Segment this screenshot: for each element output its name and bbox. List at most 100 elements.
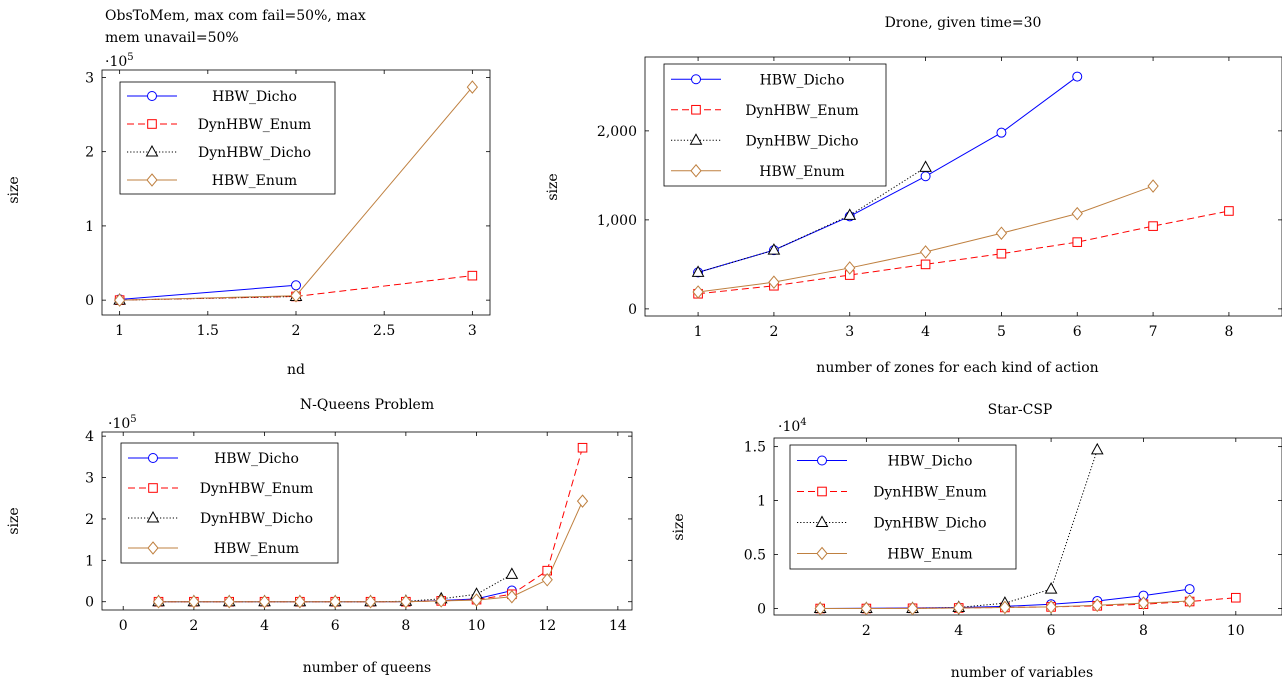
series-line (698, 185, 1154, 293)
x-tick-label: 8 (1224, 324, 1233, 340)
legend-label: DynHBW_Enum (200, 481, 314, 497)
y-tick-label: 1.5 (744, 440, 766, 456)
data-point (470, 593, 483, 607)
data-point (814, 601, 826, 616)
legend-marker (147, 541, 159, 555)
legend-label: HBW_Dicho (760, 72, 845, 88)
data-point (1183, 594, 1196, 608)
series-HBW_Enum (814, 594, 1196, 616)
legend-label: DynHBW_Enum (198, 117, 312, 133)
y-tick-label: 4 (85, 429, 94, 445)
data-point (258, 594, 271, 609)
data-point (541, 573, 553, 587)
y-tick-label: 2 (85, 145, 94, 161)
legend-label: HBW_Enum (887, 547, 972, 563)
data-point (152, 594, 165, 609)
y-axis-label: size (6, 507, 22, 534)
y-tick-label: 1 (757, 494, 766, 510)
chart-4: Star-CSP ·104 2 4 6 8 10 0 0.5 1 1.5 number of vari… (671, 402, 1282, 681)
x-tick-label: 7 (1149, 324, 1158, 340)
y-tick-label: 1,000 (597, 213, 637, 229)
x-axis-label: number of queens (303, 660, 432, 676)
legend-marker (148, 453, 158, 463)
x-tick-label: 2 (189, 618, 198, 634)
legend-marker (689, 133, 703, 145)
x-tick-label: 1 (694, 324, 703, 340)
legend-label: DynHBW_Enum (745, 103, 859, 119)
x-tick-label: 12 (538, 618, 556, 634)
data-point (1184, 584, 1195, 595)
series-line (119, 284, 297, 300)
chart-title-line: Star-CSP (988, 402, 1053, 418)
legend-box (119, 81, 336, 195)
legend-marker (147, 91, 157, 101)
x-tick-label: 5 (997, 324, 1006, 340)
chart-title-line: mem unavail=50% (105, 30, 239, 46)
data-point (223, 594, 235, 609)
data-point (329, 594, 341, 609)
legend-marker (145, 144, 159, 157)
series-HBW_Enum (152, 494, 589, 609)
y-tick-label: 0 (85, 595, 94, 611)
y-tick-label: 3 (85, 471, 94, 487)
legend-label: HBW_Dicho (212, 89, 297, 105)
legend: HBW_Dicho DynHBW_Enum DynHBW_Dicho HBW_Enum (663, 63, 887, 187)
legend-marker (817, 455, 827, 466)
data-point (1091, 598, 1103, 613)
legend-label: DynHBW_Dicho (873, 516, 986, 532)
data-point (1072, 237, 1083, 247)
legend-label: DynHBW_Dicho (745, 133, 858, 149)
data-point (920, 259, 931, 270)
x-tick-label: 1 (115, 323, 124, 339)
legend-marker (691, 74, 701, 85)
x-tick-label: 6 (1047, 623, 1056, 639)
data-point (919, 245, 932, 259)
chart-1: ObsToMem, max com fail=50%, max mem unava… (6, 8, 491, 378)
y-axis-label: size (671, 513, 687, 540)
data-point (860, 601, 873, 616)
legend-box (120, 442, 339, 564)
x-axis-label: number of zones for each kind of action (816, 360, 1098, 376)
x-tick-label: 2 (292, 323, 301, 339)
data-point (1148, 221, 1158, 231)
legend-marker (147, 119, 157, 129)
legend-label: DynHBW_Enum (873, 485, 987, 501)
y-tick-label: 2 (85, 512, 94, 528)
legend: HBW_Dicho DynHBW_Enum DynHBW_Dicho HBW_Enum (789, 444, 1017, 570)
series-DynHBW_Dicho (691, 160, 932, 277)
legend-label: HBW_Dicho (888, 454, 973, 470)
y-tick-label: 2,000 (597, 124, 637, 140)
data-point (1045, 600, 1057, 614)
data-point (466, 80, 479, 94)
chart-title-line: Drone, given time=30 (885, 15, 1042, 31)
plot-frame (101, 431, 633, 611)
legend-marker (691, 104, 701, 115)
x-tick-label: 8 (401, 618, 410, 634)
x-tick-label: 4 (260, 618, 269, 634)
series-line (698, 210, 1230, 295)
data-point (767, 243, 781, 255)
series-line (697, 76, 1078, 273)
legend-label: DynHBW_Dicho (200, 511, 313, 527)
data-point (1137, 596, 1150, 610)
data-point (576, 494, 589, 508)
data-point (1231, 592, 1241, 603)
data-point (467, 270, 478, 281)
data-point (188, 594, 200, 609)
legend-marker (146, 510, 160, 523)
data-point (290, 288, 302, 303)
data-point (1147, 179, 1159, 193)
x-tick-label: 10 (1227, 623, 1245, 639)
data-point (113, 293, 126, 307)
data-point (291, 280, 301, 291)
plot-frame (773, 437, 1282, 616)
x-tick-label: 4 (921, 324, 930, 340)
legend-marker (817, 486, 827, 497)
y-tick-label: 0 (85, 293, 94, 309)
data-point (996, 127, 1007, 138)
legend-marker (690, 163, 702, 178)
legend-label: HBW_Enum (759, 164, 844, 180)
legend-label: HBW_Enum (214, 541, 299, 557)
